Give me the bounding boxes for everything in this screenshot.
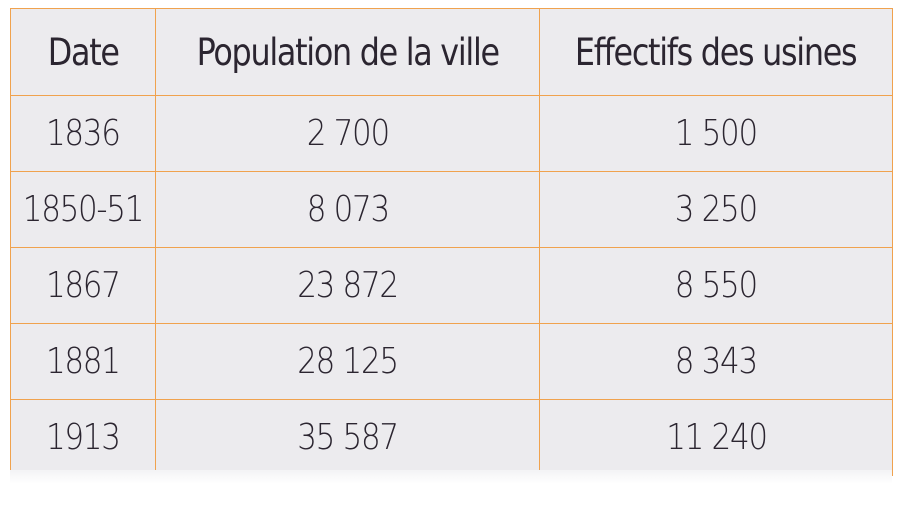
cell-workforce: 11 240 — [539, 399, 893, 476]
cell-workforce: 8 343 — [539, 323, 893, 400]
table-row: 1867 23 872 8 550 — [10, 247, 893, 324]
cell-workforce: 3 250 — [539, 171, 893, 248]
cell-date: 1881 — [10, 323, 156, 400]
table-row: 1881 28 125 8 343 — [10, 323, 893, 400]
cell-date: 1836 — [10, 95, 156, 172]
data-table-container: Date Population de la ville Effectifs de… — [10, 8, 893, 476]
table-bottom-shadow — [10, 470, 892, 484]
cell-date: 1913 — [10, 399, 156, 476]
table-row: 1836 2 700 1 500 — [10, 95, 893, 172]
cell-workforce: 8 550 — [539, 247, 893, 324]
header-workforce: Effectifs des usines — [539, 8, 893, 96]
cell-population: 28 125 — [155, 323, 540, 400]
cell-date: 1850-51 — [10, 171, 156, 248]
header-population: Population de la ville — [155, 8, 540, 96]
table-row: 1913 35 587 11 240 — [10, 399, 893, 476]
cell-population: 23 872 — [155, 247, 540, 324]
cell-population: 35 587 — [155, 399, 540, 476]
table-header-row: Date Population de la ville Effectifs de… — [10, 8, 893, 96]
cell-date: 1867 — [10, 247, 156, 324]
population-table: Date Population de la ville Effectifs de… — [10, 8, 893, 476]
cell-population: 8 073 — [155, 171, 540, 248]
header-date: Date — [10, 8, 156, 96]
table-row: 1850-51 8 073 3 250 — [10, 171, 893, 248]
cell-workforce: 1 500 — [539, 95, 893, 172]
cell-population: 2 700 — [155, 95, 540, 172]
